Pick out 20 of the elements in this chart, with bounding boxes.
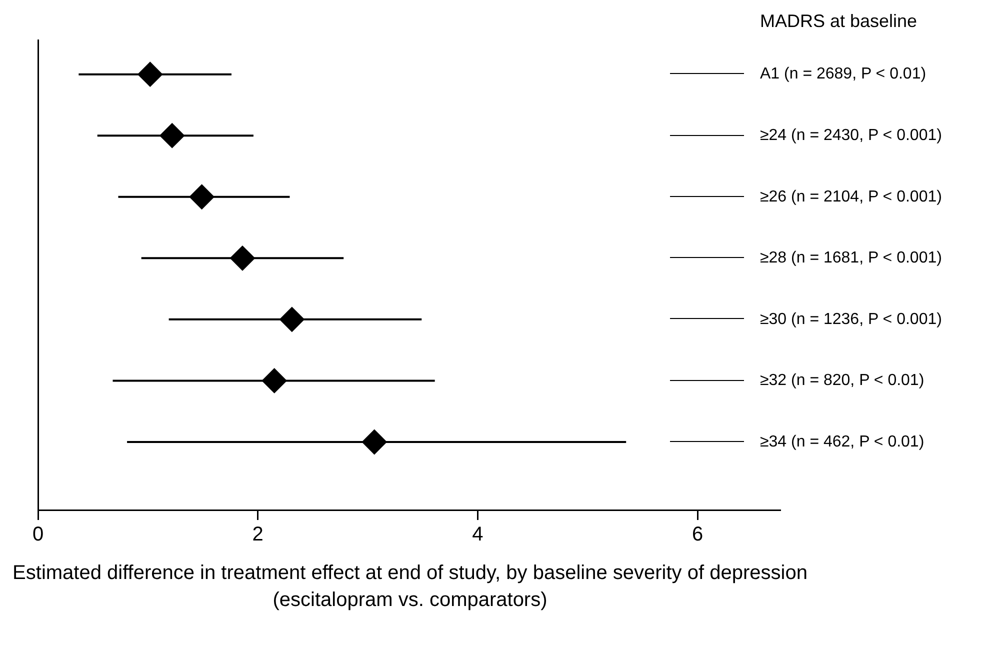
y-tick-label: ≥32 (n = 820, P < 0.01) bbox=[760, 372, 924, 390]
x-tick-label: 6 bbox=[692, 524, 704, 546]
y-tick-label: ≥34 (n = 462, P < 0.01) bbox=[760, 433, 924, 450]
y-tick-label: ≥28 (n = 1681, P < 0.001) bbox=[760, 250, 942, 267]
y-tick-label: ≥24 (n = 2430, P < 0.001) bbox=[760, 127, 942, 144]
x-tick-label: 0 bbox=[32, 524, 44, 546]
x-tick-label: 4 bbox=[472, 524, 484, 546]
y-tick-label: A1 (n = 2689, P < 0.01) bbox=[760, 66, 926, 83]
point bbox=[189, 184, 214, 210]
y-tick-label: ≥26 (n = 2104, P < 0.001) bbox=[760, 188, 942, 206]
point bbox=[138, 62, 163, 87]
point bbox=[262, 368, 287, 394]
point bbox=[279, 306, 304, 332]
point bbox=[160, 123, 185, 148]
y-tick-label: ≥30 (n = 1236, P < 0.001) bbox=[760, 310, 942, 328]
y-axis-title: MADRS at baseline bbox=[760, 10, 918, 31]
x-axis-title: Estimated difference in treatment effect at end of study, by baseline severity of depression (escitalopram vs. comparators) bbox=[12, 561, 808, 613]
x-tick-label: 2 bbox=[252, 524, 264, 546]
point bbox=[230, 246, 255, 271]
point bbox=[362, 429, 387, 454]
